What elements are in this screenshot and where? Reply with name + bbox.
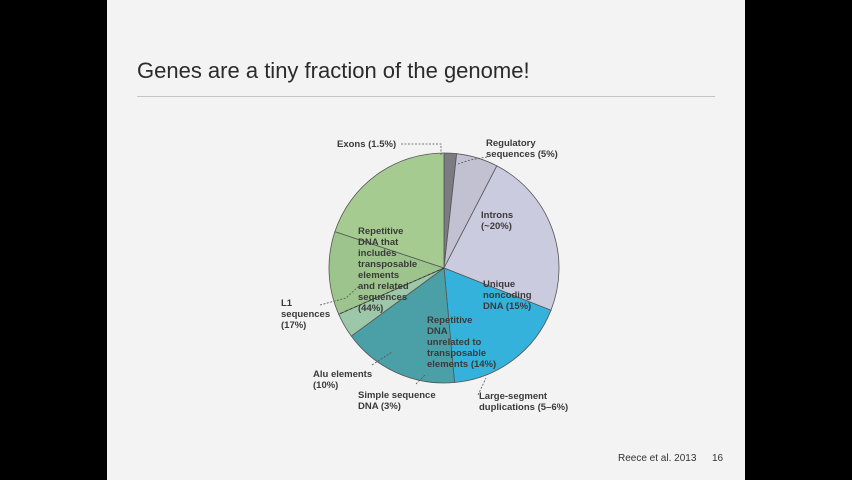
label-repetitive-dna-group-line: transposable [358, 259, 417, 270]
label-unique-noncoding-dna: Unique noncoding DNA (15%) [483, 279, 532, 312]
citation: Reece et al. 2013 [618, 453, 697, 464]
l1-leader [319, 284, 361, 306]
slide-title: Genes are a tiny fraction of the genome! [137, 58, 530, 83]
label-repetitive-dna-unrelated: Repetitive DNA unrelated to transposable ele… [427, 315, 496, 370]
label-repetitive-dna-group-line: (44%) [358, 303, 383, 314]
label-repetitive-dna-unrelated-line: elements (14%) [427, 359, 496, 370]
label-exons-line: Exons (1.5%) [337, 139, 396, 150]
label-large-segment-duplications-line: duplications (5–6%) [479, 402, 568, 413]
label-repetitive-dna-group-line: and related [358, 281, 409, 292]
slice-repetitive-dna-unrelated [350, 267, 455, 384]
label-l1-sequences: L1 sequences (17%) [281, 298, 330, 331]
label-introns-line: Introns [481, 210, 513, 221]
label-repetitive-dna-unrelated-line: DNA [427, 326, 448, 337]
page-number: 16 [712, 453, 724, 464]
label-introns: Introns (~20%) [481, 210, 513, 232]
label-large-segment-duplications-line: Large-segment [479, 391, 548, 402]
label-repetitive-dna-group-line: sequences [358, 292, 407, 303]
label-regulatory-sequences-line: Regulatory [486, 138, 536, 149]
exons-leader [401, 143, 442, 156]
label-unique-noncoding-dna-line: noncoding [483, 290, 532, 301]
label-repetitive-dna-unrelated-line: unrelated to [427, 337, 482, 348]
slice-l1-sequences [334, 152, 445, 269]
label-large-segment-duplications: Large-segment duplications (5–6%) [479, 391, 568, 413]
label-l1-sequences-line: sequences [281, 309, 330, 320]
label-alu-elements-line: Alu elements [313, 369, 372, 380]
label-repetitive-dna-group-line: includes [358, 248, 397, 259]
segment-leader [477, 377, 487, 396]
label-unique-noncoding-dna-line: DNA (15%) [483, 301, 531, 312]
slice-alu-elements [328, 231, 446, 315]
title-divider [137, 96, 715, 97]
label-repetitive-dna-unrelated-line: transposable [427, 348, 486, 359]
label-repetitive-dna-group-line: DNA that [358, 237, 399, 248]
label-l1-sequences-line: L1 [281, 298, 293, 309]
label-repetitive-dna-group-line: Repetitive [358, 226, 403, 237]
alu-boundary-line [338, 267, 445, 315]
label-simple-sequence-dna: Simple sequence DNA (3%) [358, 390, 436, 412]
label-simple-sequence-dna-line: DNA (3%) [358, 401, 401, 412]
label-repetitive-dna-group: Repetitive DNA that includes transposable el… [358, 226, 417, 314]
regulatory-leader [457, 156, 488, 165]
label-unique-noncoding-dna-line: Unique [483, 279, 515, 290]
label-regulatory-sequences-line: sequences (5%) [486, 149, 558, 160]
label-exons: Exons (1.5%) [337, 139, 396, 150]
simple-leader [415, 374, 426, 385]
label-repetitive-dna-group-line: elements [358, 270, 399, 281]
label-repetitive-dna-unrelated-line: Repetitive [427, 315, 472, 326]
label-alu-elements-line: (10%) [313, 380, 338, 391]
label-alu-elements: Alu elements (10%) [313, 369, 372, 391]
slice-introns [443, 165, 560, 311]
label-simple-sequence-dna-line: Simple sequence [358, 390, 436, 401]
alu-leader [371, 351, 393, 366]
slice-unique-noncoding-dna [443, 267, 552, 383]
label-introns-line: (~20%) [481, 221, 512, 232]
label-regulatory-sequences: Regulatory sequences (5%) [486, 138, 558, 160]
label-l1-sequences-line: (17%) [281, 320, 306, 331]
